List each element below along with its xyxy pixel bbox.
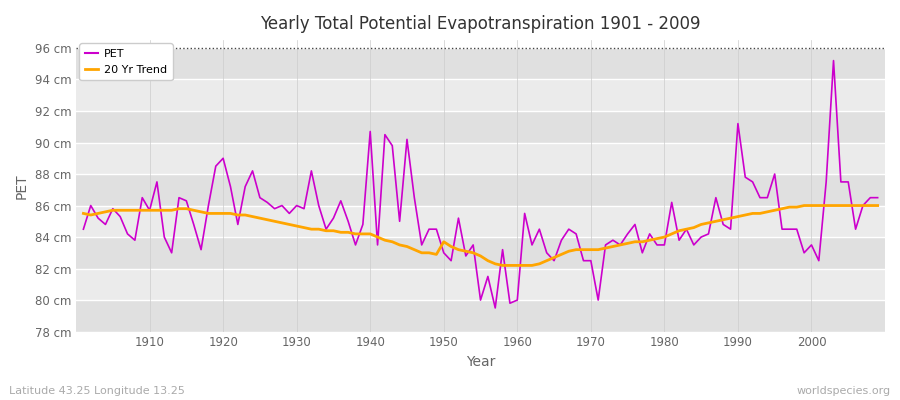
Bar [76, 174, 885, 206]
PET [299, 206, 310, 211]
Text: Latitude 43.25 Longitude 13.25: Latitude 43.25 Longitude 13.25 [9, 386, 184, 396]
PET [137, 195, 148, 200]
20 Yr Trend [78, 211, 89, 216]
20 Yr Trend [343, 230, 354, 235]
PET [490, 306, 500, 310]
PET [828, 58, 839, 63]
PET [519, 211, 530, 216]
PET [78, 227, 89, 232]
20 Yr Trend [299, 225, 310, 230]
Bar [76, 268, 885, 300]
20 Yr Trend [137, 208, 148, 213]
Text: worldspecies.org: worldspecies.org [796, 386, 891, 396]
PET [343, 219, 354, 224]
Legend: PET, 20 Yr Trend: PET, 20 Yr Trend [79, 44, 173, 80]
20 Yr Trend [872, 203, 883, 208]
20 Yr Trend [608, 244, 618, 249]
Bar [76, 300, 885, 332]
20 Yr Trend [497, 263, 508, 268]
PET [608, 238, 618, 243]
20 Yr Trend [519, 263, 530, 268]
Bar [76, 142, 885, 174]
Title: Yearly Total Potential Evapotranspiration 1901 - 2009: Yearly Total Potential Evapotranspiratio… [260, 15, 701, 33]
20 Yr Trend [512, 263, 523, 268]
Line: PET: PET [84, 60, 878, 308]
PET [872, 195, 883, 200]
PET [512, 298, 523, 302]
X-axis label: Year: Year [466, 355, 495, 369]
Bar [76, 48, 885, 80]
Bar [76, 237, 885, 268]
Y-axis label: PET: PET [15, 173, 29, 199]
Line: 20 Yr Trend: 20 Yr Trend [84, 206, 878, 266]
Bar [76, 206, 885, 237]
Bar [76, 111, 885, 142]
Bar [76, 80, 885, 111]
20 Yr Trend [798, 203, 809, 208]
